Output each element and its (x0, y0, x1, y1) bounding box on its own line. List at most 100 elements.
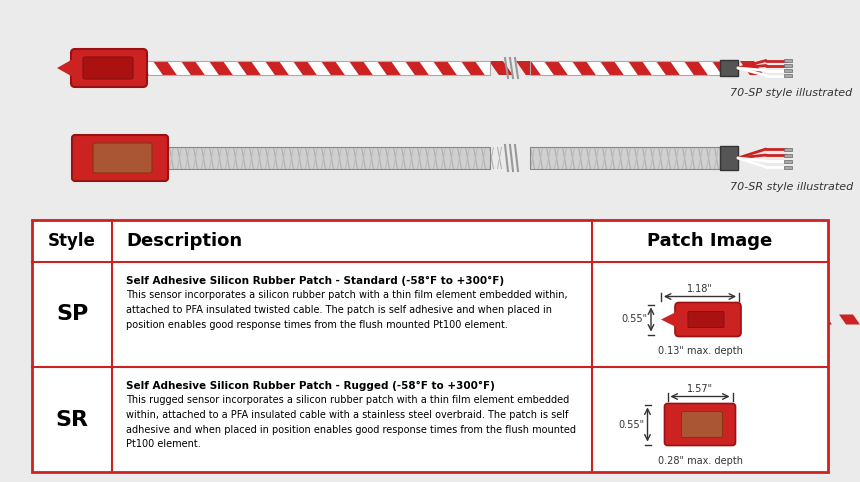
Text: 0.55": 0.55" (622, 314, 648, 324)
Polygon shape (417, 147, 422, 169)
Polygon shape (241, 147, 246, 169)
Polygon shape (674, 147, 679, 169)
Polygon shape (441, 147, 446, 169)
Polygon shape (706, 147, 711, 169)
Text: SR: SR (56, 410, 89, 429)
Polygon shape (572, 61, 596, 75)
Text: This rugged sensor incorporates a silicon rubber patch with a thin film element : This rugged sensor incorporates a silico… (126, 395, 576, 449)
Polygon shape (798, 413, 803, 437)
Polygon shape (193, 147, 198, 169)
Polygon shape (811, 314, 832, 324)
Polygon shape (289, 147, 294, 169)
Polygon shape (449, 147, 454, 169)
Polygon shape (125, 61, 149, 75)
Polygon shape (674, 147, 679, 169)
Polygon shape (385, 147, 390, 169)
Polygon shape (237, 61, 261, 75)
Polygon shape (465, 147, 470, 169)
Polygon shape (385, 147, 390, 169)
Polygon shape (642, 147, 647, 169)
Polygon shape (265, 147, 270, 169)
Polygon shape (217, 147, 222, 169)
Polygon shape (570, 147, 575, 169)
Polygon shape (353, 147, 358, 169)
Polygon shape (409, 147, 414, 169)
Polygon shape (642, 147, 647, 169)
Polygon shape (626, 147, 631, 169)
Polygon shape (349, 61, 372, 75)
Text: Patch Image: Patch Image (648, 232, 772, 250)
Polygon shape (457, 147, 462, 169)
Polygon shape (297, 147, 302, 169)
Polygon shape (225, 147, 230, 169)
Polygon shape (759, 413, 764, 437)
Polygon shape (634, 147, 639, 169)
Polygon shape (600, 61, 624, 75)
Polygon shape (281, 147, 286, 169)
Bar (784, 147, 792, 150)
FancyBboxPatch shape (665, 403, 735, 445)
Polygon shape (465, 147, 470, 169)
Polygon shape (682, 147, 687, 169)
Polygon shape (185, 147, 190, 169)
Polygon shape (570, 147, 575, 169)
Polygon shape (329, 147, 334, 169)
Polygon shape (839, 314, 860, 324)
Polygon shape (313, 147, 318, 169)
Text: SP: SP (56, 305, 88, 324)
Polygon shape (517, 61, 541, 75)
Polygon shape (714, 147, 719, 169)
Polygon shape (345, 147, 350, 169)
Polygon shape (425, 147, 430, 169)
Polygon shape (305, 147, 310, 169)
Text: Self Adhesive Silicon Rubber Patch - Rugged (-58°F to +300°F): Self Adhesive Silicon Rubber Patch - Rug… (126, 381, 494, 391)
Polygon shape (177, 147, 182, 169)
Polygon shape (361, 147, 366, 169)
Polygon shape (293, 61, 316, 75)
Polygon shape (698, 147, 703, 169)
Polygon shape (666, 147, 671, 169)
Polygon shape (822, 413, 827, 437)
Polygon shape (233, 147, 238, 169)
Polygon shape (369, 147, 374, 169)
Text: Style: Style (48, 232, 96, 250)
Polygon shape (441, 147, 446, 169)
Polygon shape (249, 147, 254, 169)
Polygon shape (377, 61, 401, 75)
Polygon shape (177, 147, 182, 169)
Polygon shape (433, 147, 438, 169)
Polygon shape (481, 147, 486, 169)
Polygon shape (225, 147, 230, 169)
Polygon shape (185, 147, 190, 169)
Polygon shape (329, 147, 334, 169)
Text: Description: Description (126, 232, 243, 250)
Bar (784, 165, 792, 169)
Polygon shape (690, 147, 695, 169)
Polygon shape (313, 147, 318, 169)
Text: 1.57": 1.57" (687, 384, 713, 393)
Text: Self Adhesive Silicon Rubber Patch - Standard (-58°F to +300°F): Self Adhesive Silicon Rubber Patch - Sta… (126, 276, 504, 286)
Polygon shape (822, 413, 827, 437)
Polygon shape (734, 413, 740, 437)
Text: 1.18": 1.18" (687, 283, 713, 294)
Polygon shape (433, 147, 438, 169)
Polygon shape (489, 61, 513, 75)
Polygon shape (562, 147, 567, 169)
Polygon shape (610, 147, 615, 169)
Polygon shape (181, 61, 205, 75)
Polygon shape (742, 413, 747, 437)
Polygon shape (766, 413, 771, 437)
Polygon shape (425, 147, 430, 169)
Polygon shape (618, 147, 623, 169)
Polygon shape (628, 61, 652, 75)
Text: 70-SP style illustrated: 70-SP style illustrated (730, 88, 852, 98)
Polygon shape (361, 147, 366, 169)
Polygon shape (161, 147, 166, 169)
Polygon shape (273, 147, 278, 169)
Polygon shape (461, 61, 485, 75)
FancyBboxPatch shape (681, 412, 722, 438)
Polygon shape (353, 147, 358, 169)
Polygon shape (775, 413, 779, 437)
Bar (741, 314, 820, 324)
Polygon shape (727, 314, 748, 324)
